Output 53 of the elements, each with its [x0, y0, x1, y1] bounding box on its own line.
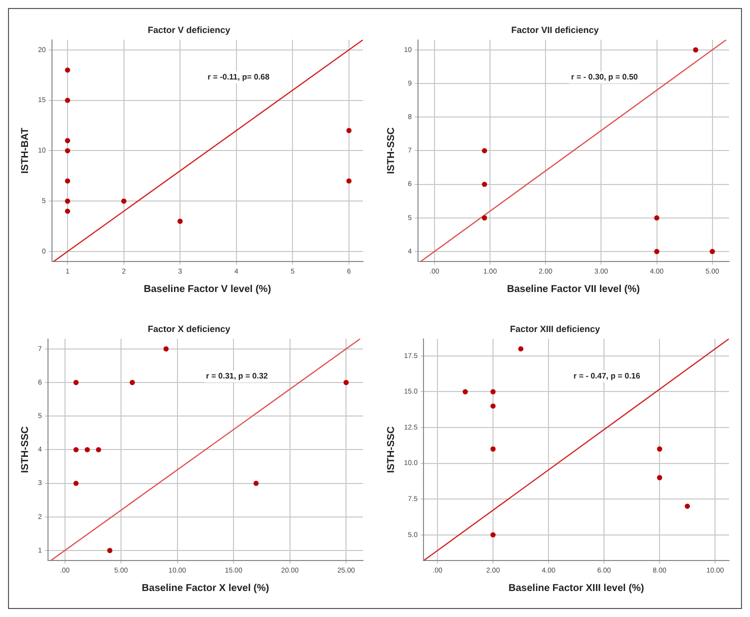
x-axis-title: Baseline Factor XIII level (%): [508, 583, 644, 594]
point: [64, 97, 70, 103]
x-axis-title: Baseline Factor VII level (%): [506, 284, 640, 294]
point: [107, 548, 112, 554]
point: [482, 148, 488, 154]
point: [482, 181, 488, 187]
point: [490, 446, 496, 452]
chart-title: Factor V deficiency: [148, 24, 230, 35]
point: [64, 198, 70, 204]
point: [64, 208, 70, 214]
point: [654, 248, 660, 254]
point: [490, 389, 496, 395]
chart-title: Factor XIII deficiency: [510, 324, 600, 334]
point: [346, 178, 352, 184]
point: [121, 198, 126, 204]
point: [64, 178, 70, 184]
y-axis-title: ISTH-SSC: [20, 426, 31, 474]
point: [656, 446, 662, 452]
annotation: r = - 0.30, p = 0.50: [571, 72, 638, 82]
point: [482, 215, 488, 220]
point: [130, 380, 135, 386]
point: [73, 380, 79, 386]
point: [64, 148, 70, 154]
point: [73, 480, 79, 486]
point: [490, 532, 496, 538]
x-axis-title: Baseline Factor X level (%): [142, 583, 270, 594]
point: [462, 389, 468, 395]
x-axis-title: Baseline Factor V level (%): [144, 284, 272, 294]
point: [710, 248, 715, 254]
point: [344, 380, 349, 386]
point: [684, 504, 690, 510]
point: [656, 475, 662, 480]
point: [178, 218, 183, 224]
point: [84, 447, 90, 453]
point: [346, 128, 352, 133]
annotation: r = -0.11, p= 0.68: [208, 72, 270, 82]
point: [73, 447, 79, 453]
point: [253, 480, 259, 486]
annotation: r = - 0.47, p = 0.16: [573, 372, 641, 381]
point: [96, 447, 102, 453]
point: [490, 404, 496, 409]
y-axis-title: ISTH-SSC: [386, 127, 397, 174]
point: [64, 67, 70, 72]
point: [693, 47, 698, 52]
point: [163, 346, 169, 352]
y-axis-title: ISTH-BAT: [20, 127, 31, 174]
point: [518, 346, 524, 352]
annotation: r = 0.31, p = 0.32: [206, 372, 268, 381]
point: [64, 138, 70, 143]
chart-title: Factor X deficiency: [148, 324, 230, 334]
point: [654, 215, 660, 220]
chart-title: Factor VII deficiency: [511, 24, 599, 35]
y-axis-title: ISTH-SSC: [386, 426, 397, 474]
